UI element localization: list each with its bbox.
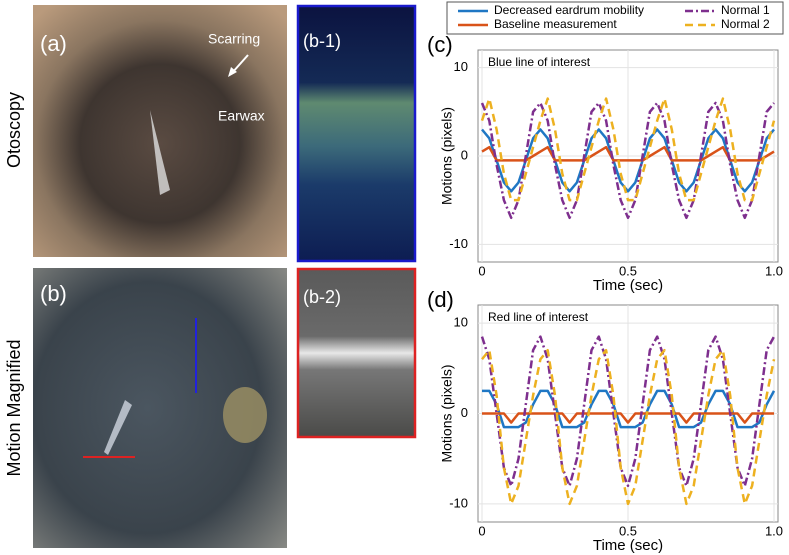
series-line [480, 335, 776, 488]
x-tick-label: 0 [478, 263, 485, 278]
legend-box [446, 1, 784, 35]
series-line [480, 101, 775, 220]
legend-label: Normal 2 [721, 17, 770, 31]
panel-label: (b-2) [303, 287, 341, 307]
y-tick-label: 0 [461, 147, 468, 162]
x-tick-label: 0.5 [619, 523, 637, 538]
reflection [150, 110, 170, 195]
annotation: Earwax [218, 108, 265, 124]
legend-label: Normal 1 [721, 3, 770, 17]
panel-label: (b) [40, 281, 67, 306]
legend-label: Decreased eardrum mobility [494, 3, 644, 17]
panel-label: (c) [427, 32, 453, 57]
panel-label: (d) [427, 287, 454, 312]
series-line [481, 128, 775, 193]
legend-label: Baseline measurement [494, 17, 617, 31]
series-line [480, 97, 776, 202]
reflection [104, 400, 132, 455]
y-tick-label: -10 [449, 236, 468, 251]
earwax [223, 387, 267, 443]
side-label: Motion Magnified [4, 339, 24, 476]
x-tick-label: 1.0 [765, 523, 783, 538]
kymograph-b1 [296, 4, 417, 263]
kymograph-b2 [296, 267, 417, 439]
x-axis-label: Time (sec) [593, 277, 663, 294]
series-line [482, 412, 774, 424]
annotation: Scarring [208, 31, 260, 47]
panel-label: (b-1) [303, 31, 341, 51]
x-axis-label: Time (sec) [593, 537, 663, 554]
series-line [481, 348, 776, 506]
otoscopy-image [33, 5, 287, 257]
arrow [231, 54, 249, 74]
y-tick-label: 10 [454, 59, 468, 74]
x-tick-label: 1.0 [765, 263, 783, 278]
y-tick-label: 0 [461, 405, 468, 420]
y-tick-label: -10 [449, 495, 468, 510]
annotation: Blue line of interest [488, 55, 591, 69]
annotation: Red line of interest [488, 310, 589, 324]
y-tick-label: 10 [454, 315, 468, 330]
x-tick-label: 0.5 [619, 263, 637, 278]
x-tick-label: 0 [478, 523, 485, 538]
side-label: Otoscopy [4, 92, 24, 168]
y-axis-label: Motions (pixels) [439, 364, 455, 462]
series-line [481, 145, 775, 162]
arrow-head [228, 67, 237, 77]
y-axis-label: Motions (pixels) [439, 107, 455, 205]
panel-label: (a) [40, 31, 67, 56]
